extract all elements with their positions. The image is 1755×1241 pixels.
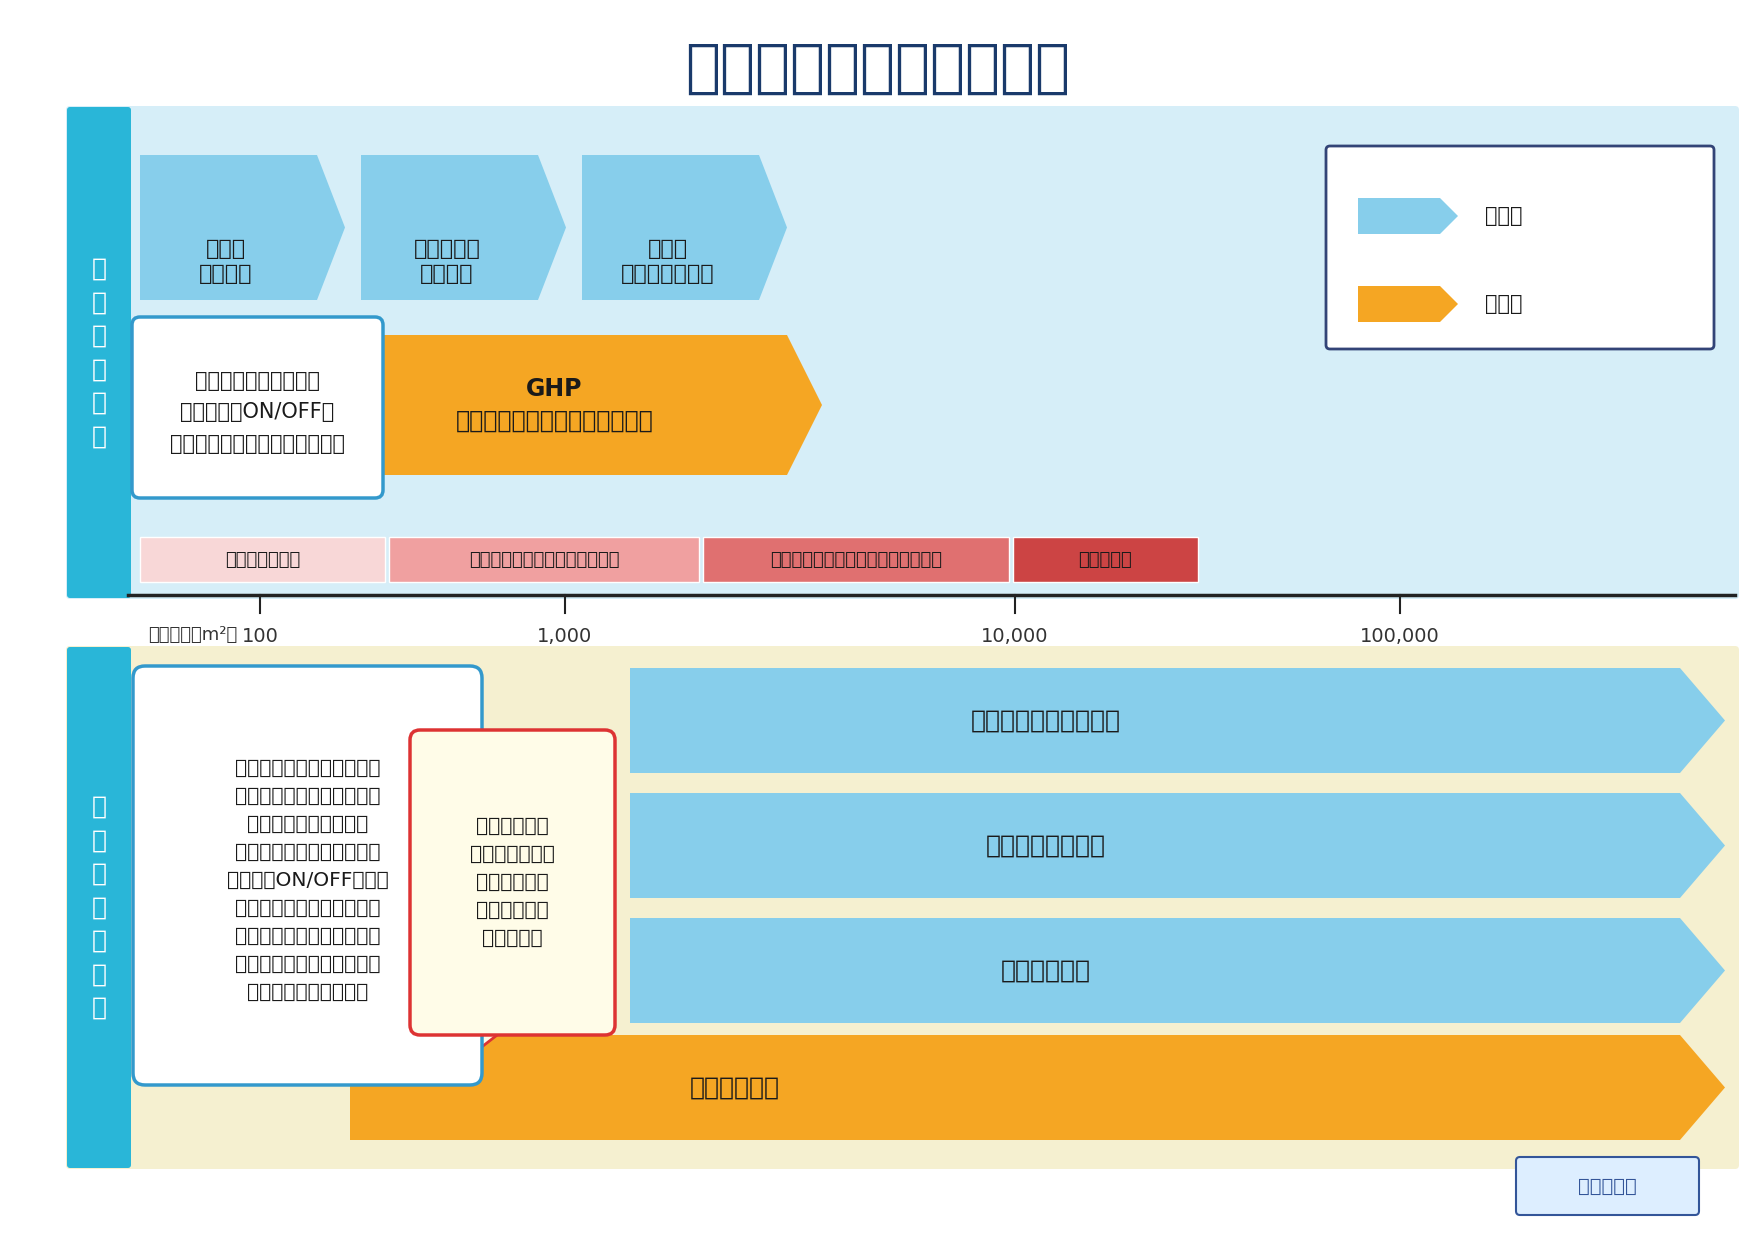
Text: 小規模事務所・郊外店舗・学校: 小規模事務所・郊外店舗・学校 bbox=[469, 551, 620, 568]
FancyBboxPatch shape bbox=[1327, 146, 1715, 349]
Text: 空気熱源ヒートポンプ: 空気熱源ヒートポンプ bbox=[971, 709, 1121, 732]
Polygon shape bbox=[583, 155, 786, 300]
FancyBboxPatch shape bbox=[67, 647, 132, 1168]
Text: 10,000: 10,000 bbox=[981, 628, 1049, 647]
Text: パッケージ
エアコン: パッケージ エアコン bbox=[414, 240, 481, 284]
Text: 100: 100 bbox=[242, 628, 279, 647]
Text: 部屋ごとに独立して、
スイッチのON/OFF、
温度設定など個別で行えます。: 部屋ごとに独立して、 スイッチのON/OFF、 温度設定など個別で行えます。 bbox=[170, 371, 346, 454]
FancyBboxPatch shape bbox=[67, 105, 1739, 599]
Text: スクリュー冷凍機: スクリュー冷凍機 bbox=[986, 834, 1106, 858]
Text: 吸収式冷凍機: 吸収式冷凍機 bbox=[690, 1076, 779, 1100]
Text: 大規模ビル: 大規模ビル bbox=[1079, 551, 1132, 568]
Text: 空調の種類と用途・規模: 空調の種類と用途・規模 bbox=[684, 40, 1071, 97]
Polygon shape bbox=[140, 155, 346, 300]
Text: 100,000: 100,000 bbox=[1360, 628, 1439, 647]
Polygon shape bbox=[630, 918, 1725, 1023]
Polygon shape bbox=[1358, 285, 1458, 321]
Text: 目次に戻る: 目次に戻る bbox=[1578, 1176, 1637, 1195]
Text: 延床面積（m²）: 延床面積（m²） bbox=[147, 625, 237, 644]
Text: 冷媒は水なの
で、オゾン層破
壊や地球温暖
化の防止に貢
献します。: 冷媒は水なの で、オゾン層破 壊や地球温暖 化の防止に貢 献します。 bbox=[470, 817, 555, 948]
Text: ビル一括で稼働している空
調で、比較的規模の大きな
ビルで採用されます。
熱源機は一括設定のため、
熱源機のON/OFFや温度
設定が手元スイッチでは行
えませ: ビル一括で稼働している空 調で、比較的規模の大きな ビルで採用されます。 熱源機… bbox=[226, 759, 388, 1001]
Text: 個
別
分
散
方
式: 個 別 分 散 方 式 bbox=[91, 257, 107, 448]
FancyBboxPatch shape bbox=[132, 316, 383, 498]
Text: 1,000: 1,000 bbox=[537, 628, 593, 647]
Text: 中規模ビル・ショッピングセンター: 中規模ビル・ショッピングセンター bbox=[770, 551, 942, 568]
FancyBboxPatch shape bbox=[390, 537, 698, 582]
Text: 電気式: 電気式 bbox=[1485, 206, 1523, 226]
FancyBboxPatch shape bbox=[133, 666, 483, 1085]
FancyBboxPatch shape bbox=[1516, 1157, 1699, 1215]
Polygon shape bbox=[630, 793, 1725, 898]
Text: ガス式: ガス式 bbox=[1485, 294, 1523, 314]
Polygon shape bbox=[362, 335, 821, 475]
FancyBboxPatch shape bbox=[704, 537, 1009, 582]
FancyBboxPatch shape bbox=[67, 647, 1739, 1169]
FancyBboxPatch shape bbox=[411, 730, 614, 1035]
Polygon shape bbox=[1358, 199, 1458, 235]
FancyBboxPatch shape bbox=[140, 537, 384, 582]
Polygon shape bbox=[362, 155, 567, 300]
Polygon shape bbox=[465, 1025, 511, 1060]
FancyBboxPatch shape bbox=[67, 107, 132, 598]
Text: ターボ冷凍機: ターボ冷凍機 bbox=[1000, 958, 1092, 983]
Polygon shape bbox=[630, 668, 1725, 773]
Text: 住宅・小型店舗: 住宅・小型店舗 bbox=[225, 551, 300, 568]
FancyBboxPatch shape bbox=[1013, 537, 1199, 582]
Text: セ
ン
ト
ラ
ル
方
式: セ ン ト ラ ル 方 式 bbox=[91, 795, 107, 1020]
Polygon shape bbox=[349, 1035, 1725, 1140]
Text: ビル用
マルチエアコン: ビル用 マルチエアコン bbox=[621, 240, 714, 284]
Text: 家庭用
エアコン: 家庭用 エアコン bbox=[200, 240, 253, 284]
Text: GHP
（ガスヒートポンプエアコン）: GHP （ガスヒートポンプエアコン） bbox=[456, 377, 653, 433]
